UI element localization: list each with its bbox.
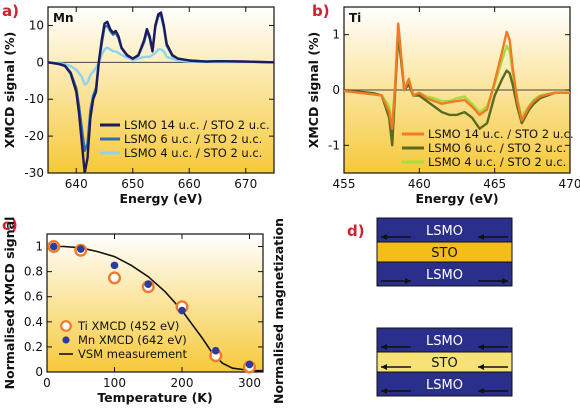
y-tick-label-b: 1: [332, 28, 340, 42]
y-tick-label-a: -20: [24, 129, 44, 143]
y-tick-label-c: 0: [35, 365, 43, 379]
arrow-head-icon: [478, 234, 484, 240]
x-tick-label-c: 100: [103, 376, 126, 390]
arrow-head-icon: [478, 364, 484, 370]
panel-label-d: d): [347, 222, 365, 240]
y-tick-label-a: -10: [24, 92, 44, 106]
legend-label-b: LSMO 6 u.c. / STO 2 u.c.: [428, 141, 566, 155]
legend-swatch-c: [60, 320, 72, 332]
mn-xmcd-point: [110, 261, 119, 270]
y-tick-label-b: 0: [332, 83, 340, 97]
x-tick-label-a: 650: [121, 177, 144, 191]
plot-frame-c: [46, 233, 264, 373]
series-line-b: [344, 22, 570, 130]
top-stack-layer-lsmo: [376, 217, 513, 243]
y-tick-label-a: 0: [36, 55, 44, 69]
bottom-stack-layer-lsmo: [376, 371, 513, 397]
x-tick-label-a: 660: [178, 177, 201, 191]
x-axis-title-b: Energy (eV): [415, 191, 498, 206]
y-axis-title-a: XMCD signal (%): [2, 32, 17, 149]
y-tick-label-c: 0.6: [24, 290, 43, 304]
mn-xmcd-point: [76, 245, 85, 253]
arrow-head-icon: [478, 344, 484, 350]
panel-a-xmcd-mn: a) 640 650 660 670 -30 -20 -10 0 10 Energy (eV) XM…: [2, 2, 275, 206]
y-axis-title-c: Normalised XMCD signal: [2, 217, 17, 390]
x-tick-label-b: 455: [333, 177, 356, 191]
panel-label-b: b): [312, 2, 330, 20]
arrow-head-icon: [381, 388, 387, 394]
mn-xmcd-point: [245, 360, 254, 369]
mn-xmcd-point: [178, 306, 186, 315]
x-tick-label-b: 460: [408, 177, 431, 191]
arrow-head-icon: [478, 388, 484, 394]
y-tick-label-a: 10: [29, 18, 44, 32]
series-line-a: [48, 46, 274, 86]
bottom-stack-layer-lsmo: [376, 327, 513, 353]
y-tick-label-c: 0.8: [24, 265, 43, 279]
ti-xmcd-point: [107, 271, 121, 285]
panel-label-c: c): [2, 216, 18, 234]
legend-label-b: LSMO 4 u.c. / STO 2 u.c.: [428, 155, 566, 169]
legend-label-a: LSMO 4 u.c. / STO 2 u.c.: [124, 146, 262, 160]
panel-d-layer-diagram: d) LSMO STO LSMO LSMO STO LSMO: [347, 217, 513, 397]
arrow-head-icon: [381, 364, 387, 370]
top-stack-layer-lsmo: [376, 261, 513, 287]
x-axis-title-c: Temperature (K): [97, 390, 212, 405]
legend-label-c: VSM measurement: [78, 347, 187, 361]
y-tick-label-c: 0.4: [24, 315, 43, 329]
x-tick-label-c: 300: [238, 376, 261, 390]
mn-xmcd-point: [211, 346, 220, 355]
legend-label-c: Ti XMCD (452 eV): [77, 319, 179, 333]
arrow-head-icon: [381, 344, 387, 350]
legend-label-a: LSMO 14 u.c. / STO 2 u.c.: [124, 118, 270, 132]
mn-xmcd-point: [144, 280, 153, 288]
bottom-stack-layer-label: STO: [431, 356, 457, 371]
y-tick-label-a: -30: [24, 166, 44, 180]
y-tick-label-b: -1: [328, 138, 340, 152]
panel-b-xmcd-ti: b) 455 460 465 470 -1 0 1 Energy (eV) XMCD signa…: [306, 2, 580, 206]
panel-c-temperature: c) 0 100 200 300 0 0.2 0.4 0.6 0.8 1 Temperature (…: [2, 216, 286, 405]
series-line-a: [48, 11, 274, 173]
arrow-head-icon: [405, 278, 411, 284]
x-axis-title-a: Energy (eV): [119, 191, 202, 206]
x-tick-label-c: 200: [171, 376, 194, 390]
arrow-head-icon: [502, 278, 508, 284]
y-tick-label-c: 1: [35, 240, 43, 254]
top-stack-layer-label: STO: [431, 246, 457, 261]
plot-background-c: [47, 234, 263, 372]
top-stack-layer-label: LSMO: [426, 268, 463, 283]
legend-label-a: LSMO 6 u.c. / STO 2 u.c.: [124, 132, 262, 146]
element-label-b: Ti: [349, 11, 361, 25]
arrow-head-icon: [381, 234, 387, 240]
bottom-stack-layer-label: LSMO: [426, 378, 463, 393]
plot-frame-a: [47, 6, 275, 174]
top-stack-layer-label: LSMO: [426, 224, 463, 239]
x-tick-label-a: 670: [234, 177, 257, 191]
element-label-a: Mn: [53, 11, 73, 25]
plot-frame-b: [343, 6, 571, 174]
legend-label-b: LSMO 14 u.c. / STO 2 u.c.: [428, 127, 574, 141]
y-axis-title-right-c: Normalised magnetization: [271, 218, 286, 404]
x-tick-label-c: 0: [43, 376, 51, 390]
mn-xmcd-point: [49, 242, 58, 251]
x-tick-label-b: 470: [559, 177, 580, 191]
panel-label-a: a): [2, 2, 19, 20]
y-tick-label-c: 0.2: [24, 340, 43, 354]
legend-swatch-c: [62, 336, 70, 344]
x-tick-label-a: 640: [65, 177, 88, 191]
y-axis-title-b: XMCD signal (%): [306, 32, 321, 149]
bottom-stack-layer-label: LSMO: [426, 334, 463, 349]
legend-label-c: Mn XMCD (642 eV): [78, 333, 187, 347]
x-tick-label-b: 465: [483, 177, 506, 191]
